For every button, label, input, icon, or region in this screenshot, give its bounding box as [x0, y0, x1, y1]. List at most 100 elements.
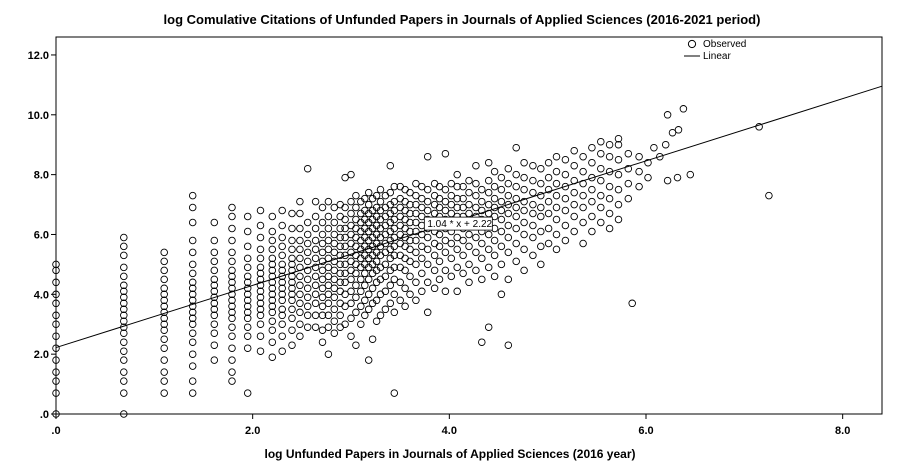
data-point	[614, 200, 623, 209]
data-point	[418, 242, 426, 251]
data-point	[243, 296, 252, 305]
data-point	[228, 332, 236, 340]
data-point	[336, 224, 344, 233]
data-point	[597, 164, 605, 173]
data-point	[635, 152, 643, 161]
data-point	[256, 269, 265, 278]
y-tick-label: .0	[40, 409, 49, 421]
data-point	[160, 368, 168, 376]
data-point	[459, 182, 467, 191]
data-point	[278, 332, 286, 340]
data-point	[341, 203, 349, 212]
data-point	[396, 194, 404, 203]
data-point	[278, 251, 286, 260]
data-point	[347, 287, 355, 296]
data-point	[484, 323, 493, 331]
data-point	[497, 227, 506, 236]
data-point	[364, 305, 373, 314]
data-point	[453, 194, 461, 203]
data-point	[430, 191, 439, 200]
data-point	[447, 254, 456, 263]
data-point	[561, 182, 570, 191]
data-point	[288, 290, 296, 299]
data-point	[418, 287, 426, 296]
data-point	[256, 254, 265, 263]
data-point	[228, 248, 236, 257]
data-point	[435, 275, 444, 284]
data-point	[288, 209, 296, 218]
data-point	[628, 299, 636, 308]
x-tick-label: .0	[51, 425, 60, 437]
data-point	[324, 323, 333, 331]
data-point	[243, 212, 252, 221]
data-point	[406, 218, 414, 227]
data-point	[278, 272, 286, 281]
data-point	[243, 308, 252, 317]
data-point	[406, 257, 414, 266]
data-point	[357, 302, 365, 311]
data-point	[423, 233, 432, 242]
data-point	[635, 182, 643, 191]
data-point	[529, 209, 537, 218]
data-point	[529, 200, 537, 209]
data-point	[278, 242, 286, 251]
data-point	[484, 263, 493, 272]
data-point	[341, 173, 349, 182]
data-point	[520, 206, 528, 215]
data-point	[210, 320, 219, 328]
data-point	[423, 308, 432, 317]
data-point	[243, 227, 252, 236]
data-point	[412, 227, 420, 236]
data-point	[529, 161, 537, 170]
data-point	[228, 212, 236, 221]
data-point	[311, 236, 320, 245]
data-point	[364, 200, 373, 209]
data-point	[120, 263, 128, 272]
data-point	[396, 296, 404, 305]
data-point	[120, 233, 128, 242]
data-point	[296, 245, 304, 254]
data-point	[160, 377, 168, 385]
data-point	[423, 197, 432, 206]
data-point	[318, 311, 327, 320]
data-point	[228, 257, 236, 266]
x-grid-ticks: .0 2.0 4.0 6.0 8.0	[51, 414, 850, 437]
data-point	[644, 158, 652, 167]
data-point	[52, 266, 60, 275]
data-point	[296, 320, 304, 328]
data-point	[256, 287, 265, 296]
data-point	[243, 302, 252, 311]
data-point	[361, 296, 369, 305]
data-point	[243, 278, 252, 287]
data-point	[210, 356, 219, 364]
data-point	[755, 123, 763, 131]
data-point	[418, 182, 426, 191]
data-point	[484, 230, 493, 239]
data-point	[188, 302, 197, 311]
data-point	[336, 323, 344, 331]
data-point	[288, 254, 296, 263]
data-point	[465, 200, 473, 209]
data-point	[418, 194, 426, 203]
data-point	[644, 173, 652, 182]
data-point	[188, 320, 197, 328]
data-point	[288, 314, 296, 323]
data-point	[318, 239, 327, 248]
data-point	[656, 152, 664, 161]
data-point	[228, 203, 236, 212]
data-point	[296, 254, 304, 263]
data-point	[597, 149, 605, 158]
data-point	[465, 230, 473, 239]
data-point	[160, 248, 168, 257]
data-point	[406, 227, 414, 236]
data-point	[430, 284, 439, 293]
data-point	[352, 191, 360, 200]
data-point	[537, 242, 545, 251]
data-point	[570, 212, 578, 221]
data-point	[364, 188, 373, 197]
data-point	[453, 263, 461, 272]
data-point	[364, 275, 373, 284]
data-point	[268, 353, 277, 361]
data-point	[303, 284, 312, 293]
data-point	[579, 239, 587, 248]
